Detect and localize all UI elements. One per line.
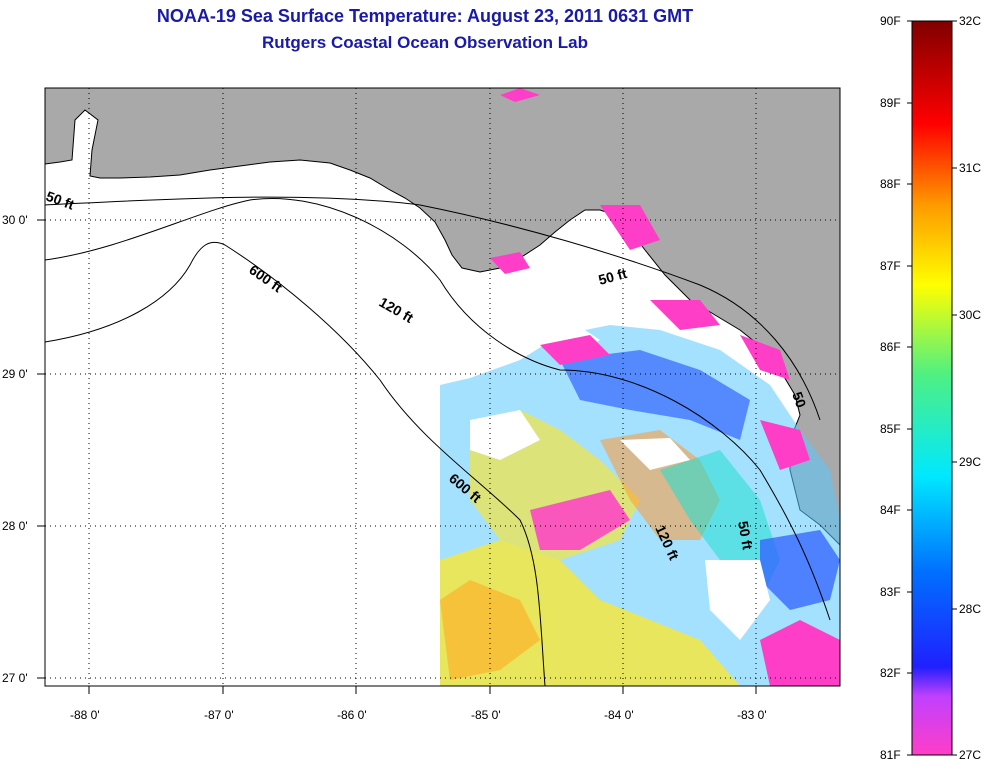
scale-label-c: 32C <box>959 14 982 28</box>
lat-label: 27 0' <box>2 671 28 685</box>
scale-label-f: 83F <box>880 585 901 599</box>
sst-data-layer <box>440 88 840 686</box>
scale-label-f: 90F <box>880 14 901 28</box>
lat-label: 30 0' <box>2 213 28 227</box>
lon-label: -87 0' <box>204 708 234 722</box>
contour-label: 50 ft <box>597 265 629 288</box>
scale-label-f: 81F <box>880 748 901 762</box>
scale-label-f: 85F <box>880 422 901 436</box>
contour-label: 50 ft <box>735 520 756 551</box>
scale-label-c: 30C <box>959 308 982 322</box>
lon-label: -85 0' <box>471 708 501 722</box>
lon-label: -83 0' <box>737 708 767 722</box>
scale-label-f: 86F <box>880 340 901 354</box>
contour-label: 50 <box>789 390 809 410</box>
lat-label: 28 0' <box>2 519 28 533</box>
scale-label-f: 87F <box>880 259 901 273</box>
color-scale-bar <box>911 20 953 756</box>
scale-label-c: 28C <box>959 602 982 616</box>
map-title: NOAA-19 Sea Surface Temperature: August … <box>156 6 694 26</box>
lon-label: -86 0' <box>337 708 367 722</box>
scale-label-f: 89F <box>880 96 901 110</box>
land-area <box>45 88 840 546</box>
scale-label-f: 82F <box>880 666 901 680</box>
scale-label-c: 31C <box>959 161 982 175</box>
map-subtitle: Rutgers Coastal Ocean Observation Lab <box>262 33 588 52</box>
scale-label-c: 29C <box>959 455 982 469</box>
scale-label-f: 84F <box>880 503 901 517</box>
lat-label: 29 0' <box>2 367 28 381</box>
scale-label-c: 27C <box>959 748 982 762</box>
lon-label: -88 0' <box>70 708 100 722</box>
lon-label: -84 0' <box>604 708 634 722</box>
scale-label-f: 88F <box>880 177 901 191</box>
